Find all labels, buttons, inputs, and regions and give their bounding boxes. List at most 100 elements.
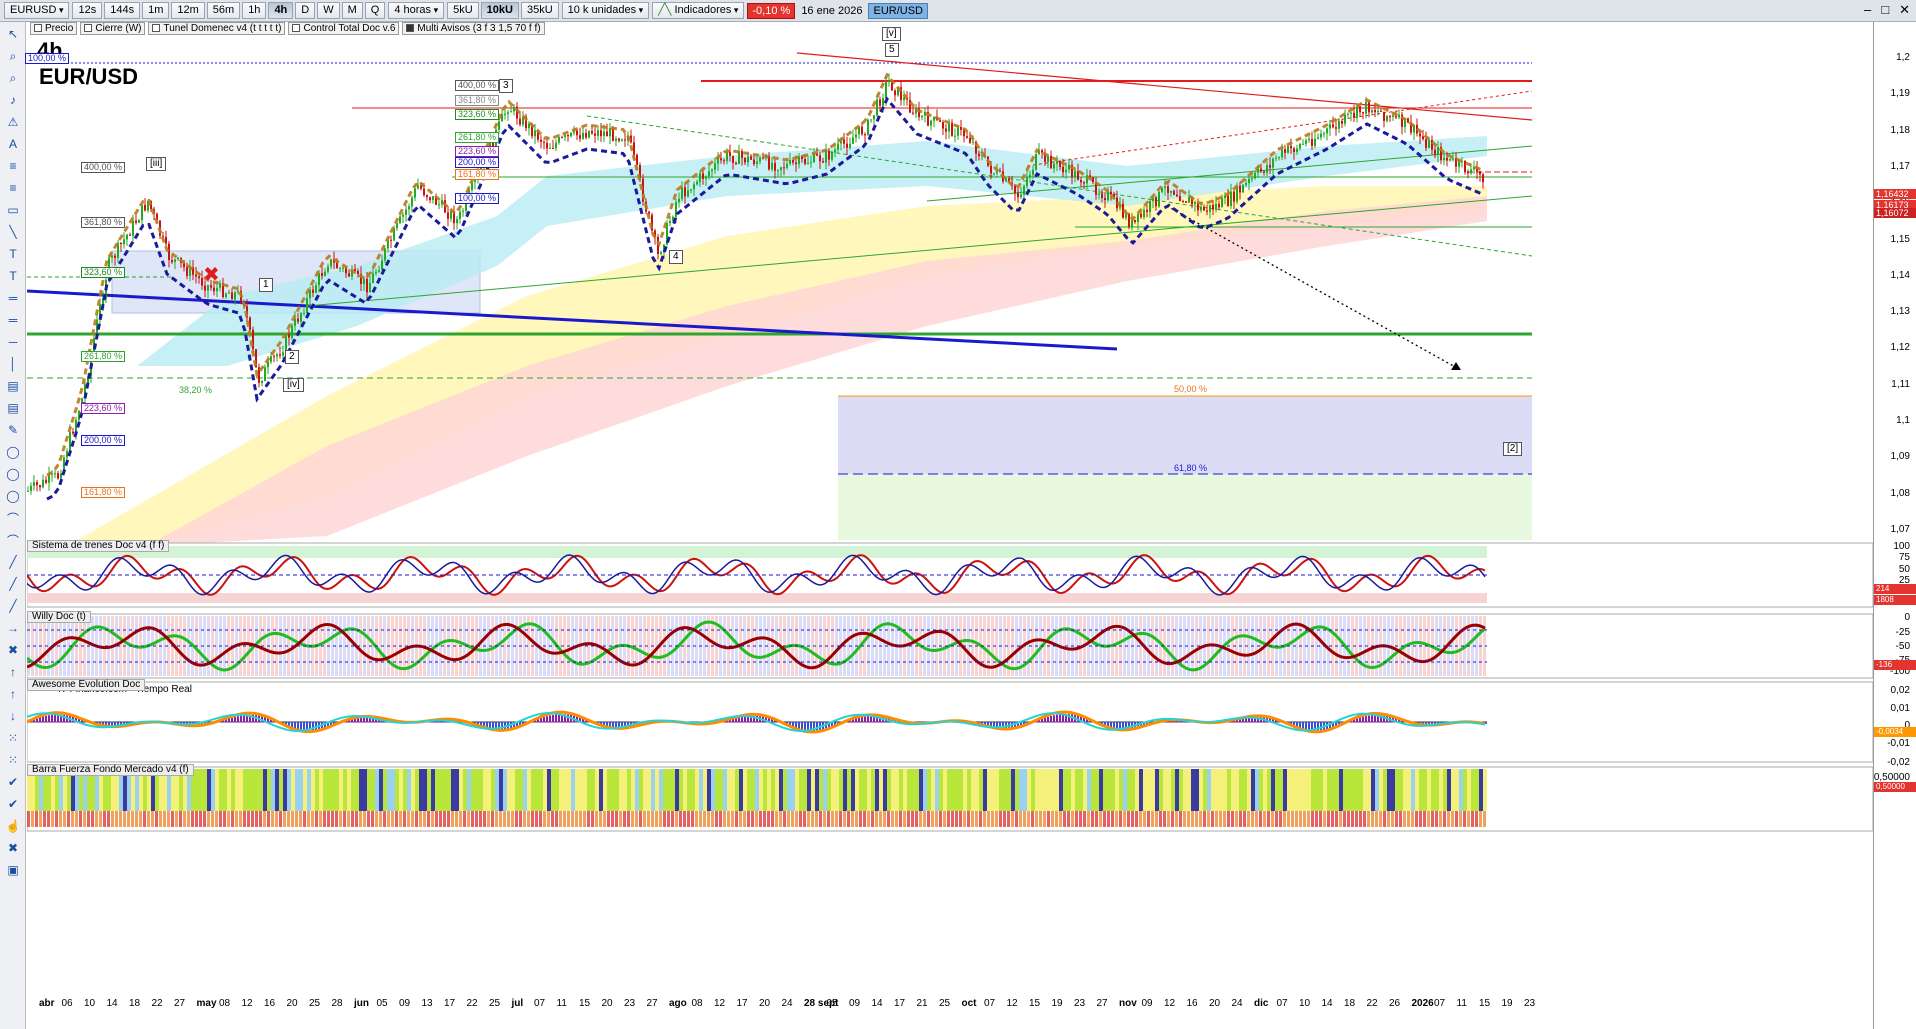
timeframe-Q-button[interactable]: Q	[364, 2, 386, 19]
time-label: 24	[1231, 998, 1243, 1009]
period-select[interactable]: 4 horas	[388, 2, 445, 19]
thumb-icon[interactable]: ☝	[5, 819, 21, 833]
timeframe-1h-button[interactable]: 1h	[242, 2, 267, 19]
minimize-icon[interactable]: –	[1864, 2, 1872, 17]
ray-icon[interactable]: →	[7, 621, 19, 635]
checkbox-icon[interactable]	[406, 24, 415, 32]
units-select[interactable]: 10 k unidades	[561, 2, 650, 19]
wave-label: [v]	[882, 27, 901, 41]
price-scale[interactable]: 1,21,191,181,171,161,151,141,131,121,111…	[1873, 22, 1916, 1029]
time-label: jun	[354, 998, 369, 1009]
timeframe-1m-button[interactable]: 1m	[142, 2, 170, 19]
pane-title[interactable]: Willy Doc (t)	[27, 611, 91, 623]
close-icon[interactable]: ✕	[1899, 2, 1910, 17]
arrow-down-icon[interactable]: ↓	[10, 709, 16, 723]
fib-label: 38,20 %	[179, 385, 213, 395]
volume-5kU-button[interactable]: 5kU	[447, 2, 479, 19]
arrow-up-icon[interactable]: ↑	[10, 665, 16, 679]
legend-item[interactable]: Multi Avisos (3 f 3 1,5 70 f f)	[402, 22, 545, 35]
wave-label: 2	[285, 350, 299, 364]
time-label: 14	[106, 998, 118, 1009]
fib-label: 200,00 %	[81, 435, 126, 446]
pane-title[interactable]: Awesome Evolution Doc	[27, 679, 146, 691]
time-label: 19	[1051, 998, 1063, 1009]
pane-tick: -0,02	[1887, 757, 1910, 768]
arrow-up-icon[interactable]: ↑	[10, 687, 16, 701]
checkbox-icon[interactable]	[152, 24, 161, 32]
time-label: abr	[39, 998, 55, 1009]
timeframe-M-button[interactable]: M	[341, 2, 363, 19]
time-axis[interactable]: abr 06 10 14 18 22 27 may 08 12 16 20 25 28 jun 05 09 13 1…	[27, 997, 1873, 1011]
text-icon[interactable]: T	[9, 247, 17, 261]
volume-10kU-button[interactable]: 10kU	[480, 2, 519, 19]
symbol-select[interactable]: EURUSD	[4, 2, 70, 19]
chart-canvas[interactable]: ✖	[27, 36, 1873, 1029]
indicators-button[interactable]: ╱╲ Indicadores	[652, 2, 745, 19]
ruler-icon[interactable]: ▤	[7, 401, 19, 415]
ruler-icon[interactable]: ▤	[7, 379, 19, 393]
fib-icon[interactable]: ≡	[9, 159, 17, 173]
time-label: 24	[781, 998, 793, 1009]
timeframe-144s-button[interactable]: 144s	[104, 2, 141, 19]
text-icon[interactable]: A	[8, 137, 17, 151]
curve-icon[interactable]: ⌒	[6, 533, 19, 548]
timeframe-12s-button[interactable]: 12s	[72, 2, 103, 19]
channel-icon[interactable]: ═	[8, 313, 18, 327]
trend-line-icon[interactable]: ╱	[9, 599, 17, 613]
time-label: 16	[264, 998, 276, 1009]
fib-label: 400,00 %	[81, 162, 126, 173]
pane-tick: 100	[1893, 541, 1910, 552]
check-icon[interactable]: ✔	[7, 797, 19, 811]
check-icon[interactable]: ✔	[7, 775, 19, 789]
checkbox-icon[interactable]	[292, 24, 301, 32]
curve-icon[interactable]: ⌒	[6, 511, 19, 526]
lock-icon[interactable]: ▣	[7, 863, 19, 877]
timeframe-W-button[interactable]: W	[317, 2, 340, 19]
price-tag: 1,16072	[1874, 208, 1916, 218]
trash-icon[interactable]: ✖	[7, 841, 19, 855]
pane-title[interactable]: Barra Fuerza Fondo Mercado v4 (f)	[27, 764, 194, 776]
maximize-icon[interactable]: □	[1881, 2, 1890, 17]
checkbox-icon[interactable]	[84, 24, 93, 32]
fib-icon[interactable]: ≡	[9, 181, 17, 195]
trend-line-icon[interactable]: ╱	[9, 577, 17, 591]
bell-icon[interactable]: ♪	[10, 93, 16, 107]
timeframe-12m-button[interactable]: 12m	[171, 2, 205, 19]
pane-title[interactable]: Sistema de trenes Doc v4 (f f)	[27, 540, 170, 552]
alert-icon[interactable]: ⚠	[7, 115, 19, 129]
vline-icon[interactable]: │	[9, 357, 17, 371]
zoom-out-icon[interactable]: ⌕	[9, 70, 17, 85]
indicator-pane-2	[27, 613, 1873, 679]
timeframe-D-button[interactable]: D	[295, 2, 316, 19]
time-label: 05	[376, 998, 388, 1009]
timeframe-56m-button[interactable]: 56m	[206, 2, 241, 19]
pencil-icon[interactable]: ✎	[7, 423, 19, 437]
timeframe-4h-button[interactable]: 4h	[268, 2, 294, 19]
arrow-cursor-icon[interactable]: ↖	[7, 27, 19, 41]
price-tick: 1,09	[1890, 451, 1910, 463]
ellipse-icon[interactable]: ◯	[6, 489, 20, 503]
text-icon[interactable]: T	[9, 269, 17, 283]
channel-icon[interactable]: ═	[8, 291, 18, 305]
legend-item[interactable]: Control Total Doc v.6	[288, 22, 400, 35]
rect-icon[interactable]: ▭	[7, 203, 19, 217]
trend-line-icon[interactable]: ╱	[9, 555, 17, 569]
dots-icon[interactable]: ⁙	[7, 753, 19, 767]
time-label: 09	[849, 998, 861, 1009]
cross-icon[interactable]: ✖	[7, 643, 19, 657]
legend-item[interactable]: Cierre (W)	[80, 22, 146, 35]
checkbox-icon[interactable]	[34, 24, 42, 32]
ellipse-icon[interactable]: ◯	[6, 445, 20, 459]
line-icon[interactable]: ╲	[9, 225, 17, 239]
pane-tick: 75	[1898, 552, 1910, 563]
chart-area[interactable]: ✖ 4h EUR/USD IT-Finance.com - Tiempo Rea…	[25, 27, 1873, 1029]
ellipse-icon[interactable]: ◯	[6, 467, 20, 481]
time-label: jul	[511, 998, 524, 1009]
hline-icon[interactable]: ─	[8, 335, 18, 349]
zoom-icon[interactable]: ⌕	[9, 48, 17, 63]
dots-icon[interactable]: ⁙	[7, 731, 19, 745]
legend-item[interactable]: Tunel Domenec v4 (t t t t t)	[148, 22, 286, 35]
wave-label: [iii]	[146, 157, 167, 171]
legend-item[interactable]: Precio	[30, 22, 78, 35]
volume-35kU-button[interactable]: 35kU	[520, 2, 559, 19]
